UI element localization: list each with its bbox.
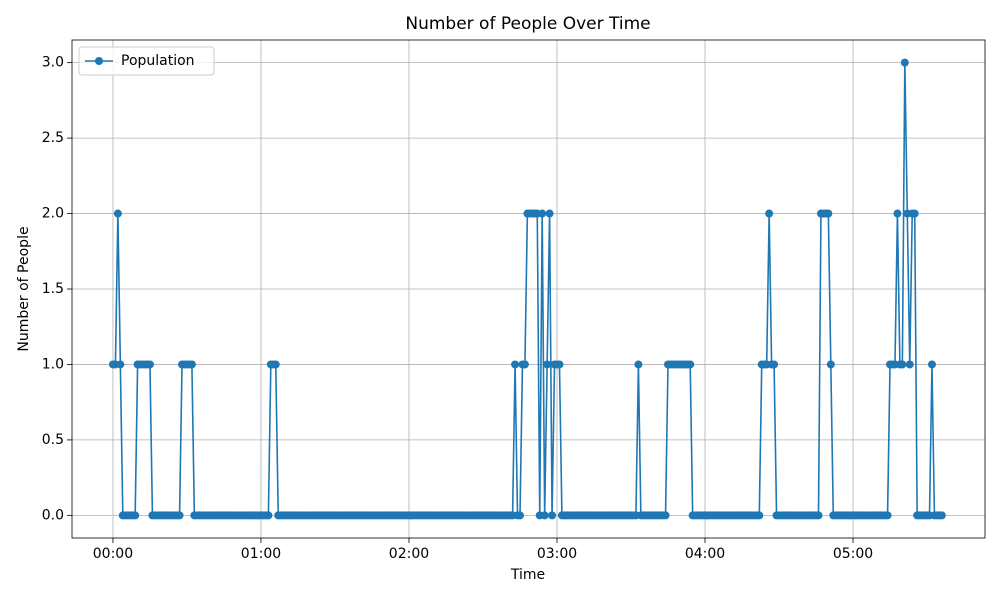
x-tick-label: 05:00 [833, 546, 873, 562]
data-point [910, 209, 919, 218]
x-axis-label: Time [510, 567, 545, 583]
data-point [515, 511, 524, 520]
data-point [543, 360, 552, 369]
y-tick-label: 2.5 [42, 130, 64, 146]
data-point [900, 58, 909, 67]
data-point [898, 360, 907, 369]
data-point [113, 209, 122, 218]
x-tick-label: 01:00 [241, 546, 281, 562]
y-tick-label: 2.0 [42, 206, 64, 222]
data-point [634, 360, 643, 369]
y-tick-label: 3.0 [42, 55, 64, 71]
data-point [520, 360, 529, 369]
data-point [883, 511, 892, 520]
data-point [545, 209, 554, 218]
data-point [661, 511, 670, 520]
data-point [770, 360, 779, 369]
chart-title: Number of People Over Time [405, 14, 650, 34]
data-point [548, 511, 557, 520]
data-point [538, 209, 547, 218]
data-point [271, 360, 280, 369]
data-point [511, 360, 520, 369]
data-point [927, 360, 936, 369]
data-point [187, 360, 196, 369]
data-point [755, 511, 764, 520]
y-tick-label: 1.5 [42, 281, 64, 297]
data-point [540, 511, 549, 520]
x-tick-label: 03:00 [537, 546, 577, 562]
y-tick-label: 0.5 [42, 432, 64, 448]
data-point [893, 209, 902, 218]
legend: Population [78, 46, 215, 76]
legend-box [78, 46, 215, 76]
data-point [765, 209, 774, 218]
data-point [175, 511, 184, 520]
data-point [686, 360, 695, 369]
data-point [937, 511, 946, 520]
data-point [905, 360, 914, 369]
data-point [555, 360, 564, 369]
y-tick-label: 0.0 [42, 507, 64, 523]
data-point [814, 511, 823, 520]
data-point [824, 209, 833, 218]
y-axis-label: Number of People [16, 226, 32, 351]
data-point [145, 360, 154, 369]
data-point [116, 360, 125, 369]
x-tick-label: 02:00 [389, 546, 429, 562]
legend-marker [95, 57, 103, 65]
plot-frame [71, 39, 986, 539]
data-point [131, 511, 140, 520]
x-tick-label: 00:00 [93, 546, 133, 562]
data-point [264, 511, 273, 520]
x-tick-label: 04:00 [685, 546, 725, 562]
data-point [826, 360, 835, 369]
legend-label: Population [121, 53, 195, 69]
y-tick-label: 1.0 [42, 356, 64, 372]
